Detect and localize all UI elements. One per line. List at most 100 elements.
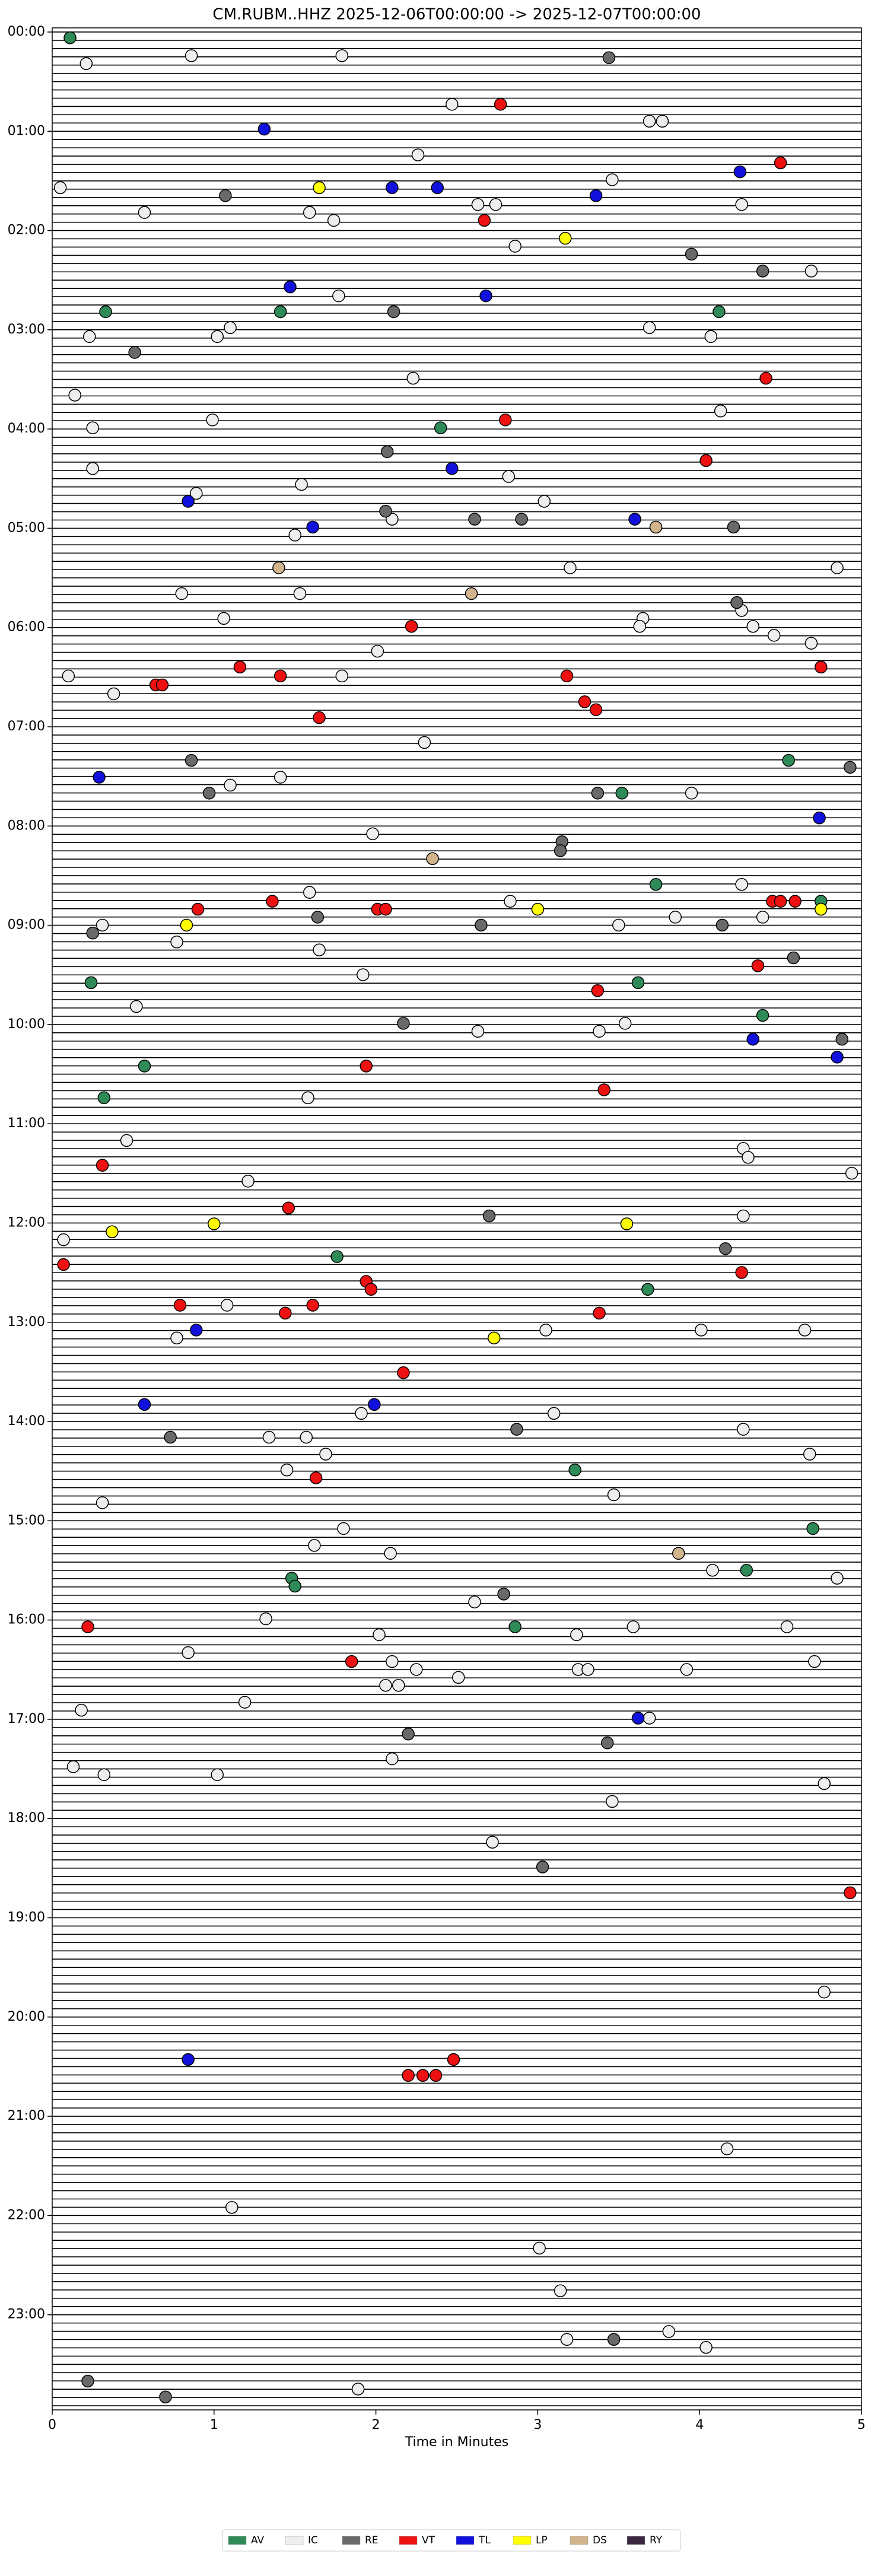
event-marker [468, 513, 481, 526]
event-marker [539, 1324, 552, 1337]
event-marker [93, 771, 106, 784]
event-marker [649, 520, 663, 534]
event-marker [482, 1209, 496, 1223]
legend-label: VT [422, 2534, 435, 2546]
event-marker [468, 1595, 481, 1608]
event-marker [180, 918, 193, 932]
event-marker [593, 1025, 606, 1038]
event-marker [515, 513, 528, 526]
event-marker [742, 1151, 755, 1164]
event-marker [288, 529, 301, 542]
event-marker [273, 305, 287, 319]
y-tick-label: 00:00 [8, 24, 45, 39]
legend-swatch [228, 2536, 247, 2545]
y-tick-label: 13:00 [8, 1315, 45, 1330]
event-marker [173, 1299, 187, 1312]
event-marker [720, 2142, 734, 2155]
event-marker [185, 49, 198, 62]
event-marker [547, 1407, 561, 1420]
event-marker [774, 156, 787, 170]
event-marker [319, 1448, 332, 1461]
event-marker [451, 1671, 465, 1684]
event-marker [402, 2069, 415, 2082]
event-marker [368, 1398, 381, 1411]
event-marker [788, 895, 802, 908]
legend-label: IC [308, 2534, 318, 2546]
event-marker [138, 1060, 151, 1073]
event-marker [803, 1448, 816, 1461]
event-marker [845, 1166, 858, 1180]
event-marker [282, 1201, 295, 1214]
event-marker [130, 1000, 143, 1013]
event-marker [241, 1175, 255, 1188]
y-tick-label: 18:00 [8, 1811, 45, 1826]
event-marker [564, 561, 577, 574]
event-marker [628, 513, 641, 526]
event-marker [164, 1430, 177, 1444]
event-marker [351, 2383, 365, 2396]
event-marker [554, 2284, 567, 2297]
event-marker [656, 115, 669, 128]
event-marker [804, 265, 818, 278]
event-marker [669, 911, 682, 924]
event-marker [715, 918, 729, 932]
event-marker [804, 637, 818, 650]
event-marker [224, 321, 237, 334]
event-marker [471, 198, 485, 211]
event-marker [597, 1083, 610, 1096]
event-marker [446, 98, 459, 111]
event-marker [402, 1727, 415, 1741]
event-marker [626, 1620, 640, 1633]
legend-label: LP [536, 2534, 548, 2546]
event-marker [293, 587, 307, 600]
event-marker [831, 1572, 844, 1585]
legend-label: AV [251, 2534, 265, 2546]
event-marker [301, 1091, 314, 1105]
event-marker [607, 1488, 621, 1502]
event-marker [191, 902, 205, 916]
event-marker [508, 1620, 521, 1633]
event-marker [606, 173, 619, 186]
event-marker [494, 98, 507, 111]
event-marker [379, 902, 392, 916]
event-marker [313, 711, 326, 724]
y-tick-label: 21:00 [8, 2108, 45, 2123]
y-tick-label: 04:00 [8, 421, 45, 436]
y-tick-label: 15:00 [8, 1513, 45, 1528]
event-marker [202, 787, 216, 800]
event-marker [366, 827, 379, 841]
event-marker [471, 1025, 485, 1038]
event-marker [280, 1463, 294, 1477]
event-marker [211, 330, 224, 344]
y-tick-label: 02:00 [8, 223, 45, 238]
event-marker [86, 462, 99, 475]
event-marker [510, 1423, 523, 1436]
event-marker [397, 1017, 410, 1030]
legend-label: RE [365, 2534, 379, 2546]
event-marker [386, 181, 399, 195]
event-marker [643, 115, 656, 128]
event-marker [327, 214, 341, 227]
event-marker [751, 959, 765, 972]
chart-title: CM.RUBM..HHZ 2025-12-06T00:00:00 -> 2025… [212, 6, 701, 24]
event-marker [695, 1324, 708, 1337]
event-marker [631, 976, 645, 990]
event-marker [238, 1696, 252, 1709]
event-marker [602, 51, 616, 64]
event-marker [219, 189, 232, 202]
event-marker [106, 1225, 119, 1238]
event-marker [831, 1051, 844, 1064]
event-marker [735, 198, 748, 211]
y-tick-label: 05:00 [8, 520, 45, 535]
event-marker [97, 1091, 111, 1105]
y-tick-label: 03:00 [8, 322, 45, 337]
event-marker [379, 504, 392, 518]
event-marker [737, 1423, 750, 1436]
event-marker [79, 57, 93, 70]
event-marker [138, 206, 151, 219]
event-marker [410, 1663, 423, 1676]
event-marker [447, 2053, 460, 2066]
event-marker [355, 1407, 368, 1420]
event-marker [364, 1283, 378, 1296]
event-marker [392, 1679, 405, 1692]
